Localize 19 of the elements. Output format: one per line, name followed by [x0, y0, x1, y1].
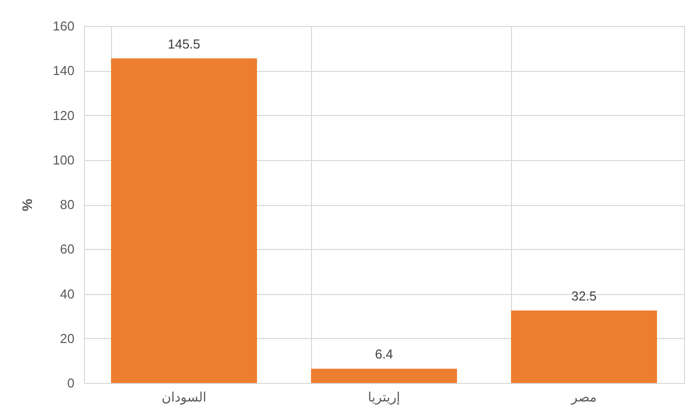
bar — [111, 58, 257, 383]
y-tick-label: 80 — [60, 197, 74, 212]
y-tick-label: 100 — [52, 152, 74, 168]
y-tick-label: 60 — [60, 242, 74, 257]
x-tick-label: السودان — [162, 390, 206, 406]
y-tick-label: 40 — [60, 286, 74, 302]
y-tick-label: 140 — [52, 63, 74, 78]
x-tick-label: مصر — [570, 390, 597, 406]
x-tick-label: إريتريا — [368, 390, 400, 406]
bar — [511, 310, 657, 383]
y-tick-label: 20 — [60, 330, 74, 346]
bar — [311, 368, 457, 383]
y-axis-title: % — [18, 198, 35, 212]
data-label: 6.4 — [374, 346, 394, 362]
data-label: 145.5 — [168, 36, 200, 52]
data-label: 32.5 — [571, 288, 597, 304]
y-tick-label: 120 — [52, 108, 74, 123]
y-tick-label: 160 — [52, 18, 74, 34]
y-tick-label: 0 — [67, 376, 74, 390]
